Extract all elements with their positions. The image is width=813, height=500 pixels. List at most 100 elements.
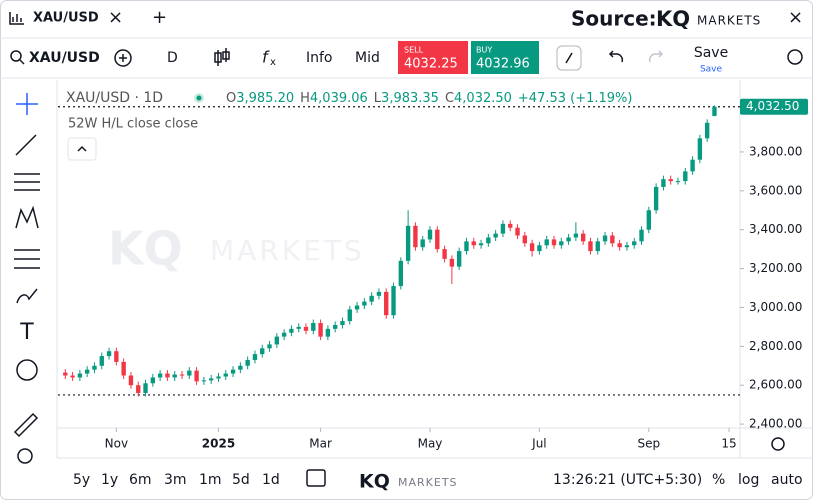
sell-label: SELL <box>404 46 424 55</box>
axis-settings[interactable] <box>771 437 785 451</box>
candle-body <box>704 122 710 139</box>
buy-label: BUY <box>476 46 492 55</box>
candle-body <box>252 354 258 360</box>
candle-body <box>201 380 207 382</box>
tab-add[interactable]: + <box>152 7 167 28</box>
interval[interactable]: D <box>167 50 178 66</box>
y-tick-label: 2,400.00 <box>749 417 802 431</box>
candle-body <box>216 376 221 379</box>
symbol[interactable]: XAU/USD <box>29 50 100 66</box>
y-tick-label: 3,800.00 <box>749 144 802 158</box>
save-button[interactable]: Save <box>694 45 728 61</box>
candle-body <box>187 370 192 376</box>
collapse-button[interactable] <box>67 137 97 161</box>
crosshair-tool[interactable] <box>16 93 38 115</box>
x-tick-label: Jul <box>531 437 546 451</box>
zoom-tool[interactable] <box>17 448 33 464</box>
redo-button[interactable] <box>648 50 664 63</box>
y-tick-label: 2,600.00 <box>749 378 802 392</box>
auto-toggle[interactable]: auto <box>771 472 803 488</box>
log-toggle[interactable]: log <box>738 472 759 488</box>
chart-type-button[interactable] <box>214 48 230 66</box>
candle-body <box>602 235 608 242</box>
footer-brand: KQ <box>359 471 390 493</box>
undo-button[interactable] <box>608 50 624 63</box>
range-button[interactable]: 5y <box>73 472 90 488</box>
candle-body <box>639 229 644 242</box>
x-tick-label: 2025 <box>202 437 235 451</box>
candle-body <box>420 239 425 248</box>
watermark-brand: KQ <box>108 222 183 276</box>
link-button[interactable] <box>556 45 582 71</box>
range-button[interactable]: 3m <box>164 472 187 488</box>
candle-body <box>588 241 593 252</box>
legend-value: 3,983.35 <box>381 91 439 106</box>
candle-body <box>77 373 83 378</box>
candle-body <box>573 233 579 238</box>
tab-close[interactable]: × <box>108 7 123 28</box>
brush-tool[interactable] <box>16 288 38 304</box>
percent-toggle[interactable]: % <box>712 472 725 488</box>
indicators-button[interactable]: f <box>262 48 270 67</box>
indicators-button-x: x <box>270 57 276 68</box>
candle-body <box>559 241 564 246</box>
candle-body <box>493 233 498 238</box>
candle-body <box>165 373 170 378</box>
replay-button[interactable] <box>787 49 803 65</box>
candle-body <box>376 291 382 296</box>
x-tick-label: Nov <box>105 437 128 451</box>
range-button[interactable]: 5d <box>232 472 250 488</box>
candle-body <box>478 243 484 246</box>
window-close[interactable]: × <box>788 7 803 28</box>
sell-button[interactable] <box>398 41 468 74</box>
candle-body <box>661 179 666 187</box>
candle-body <box>318 323 323 337</box>
candle-body <box>99 356 104 366</box>
forecast-tool[interactable] <box>14 249 40 269</box>
legend-key: O <box>226 91 236 106</box>
candle-body <box>150 377 156 384</box>
candle-body <box>442 249 447 259</box>
source-brand-sub: MARKETS <box>697 14 761 28</box>
legend-ohlc: O3,985.20 H4,039.06 L3,983.35 C4,032.50 +47.… <box>226 91 632 106</box>
buy-button[interactable] <box>471 41 539 74</box>
candle-body <box>121 361 126 376</box>
y-tick-label: 3,200.00 <box>749 261 802 275</box>
range-button[interactable]: 1y <box>101 472 118 488</box>
market-status-dot <box>196 95 202 101</box>
candle-body <box>70 375 75 378</box>
candle-body <box>384 291 389 316</box>
candle-body <box>136 385 141 394</box>
mid-button[interactable]: Mid <box>355 50 380 66</box>
legend-key: L <box>374 91 382 106</box>
info-button[interactable]: Info <box>306 50 333 66</box>
text-tool[interactable]: T <box>19 320 34 345</box>
candle-body <box>179 374 185 376</box>
pattern-tool[interactable] <box>15 205 39 229</box>
y-tick-label: 3,600.00 <box>749 183 802 197</box>
emoji-tool[interactable] <box>16 359 38 381</box>
watermark-sub: MARKETS <box>210 234 365 267</box>
candle-body <box>668 179 673 182</box>
candle-body <box>683 171 688 182</box>
fib-tool[interactable] <box>14 173 40 191</box>
range-button[interactable]: 1m <box>199 472 222 488</box>
search-icon[interactable] <box>10 50 22 62</box>
candle-body <box>529 243 535 252</box>
candle-body <box>405 225 411 261</box>
compare-button[interactable] <box>114 49 132 67</box>
candle-body <box>486 237 491 244</box>
range-button[interactable]: 6m <box>129 472 152 488</box>
candle-body <box>690 159 695 172</box>
goto-date[interactable] <box>306 469 326 487</box>
candle-body <box>362 301 367 306</box>
y-tick-label: 3,400.00 <box>749 222 802 236</box>
legend-change: +47.53 (+1.19%) <box>518 91 633 106</box>
candle-body <box>522 235 528 244</box>
range-button[interactable]: 1d <box>262 472 280 488</box>
tab[interactable]: XAU/USD × <box>9 7 123 28</box>
trendline-tool[interactable] <box>15 134 37 156</box>
candle-body <box>311 323 316 331</box>
ruler-tool[interactable] <box>13 412 39 438</box>
candle-body <box>260 348 265 355</box>
